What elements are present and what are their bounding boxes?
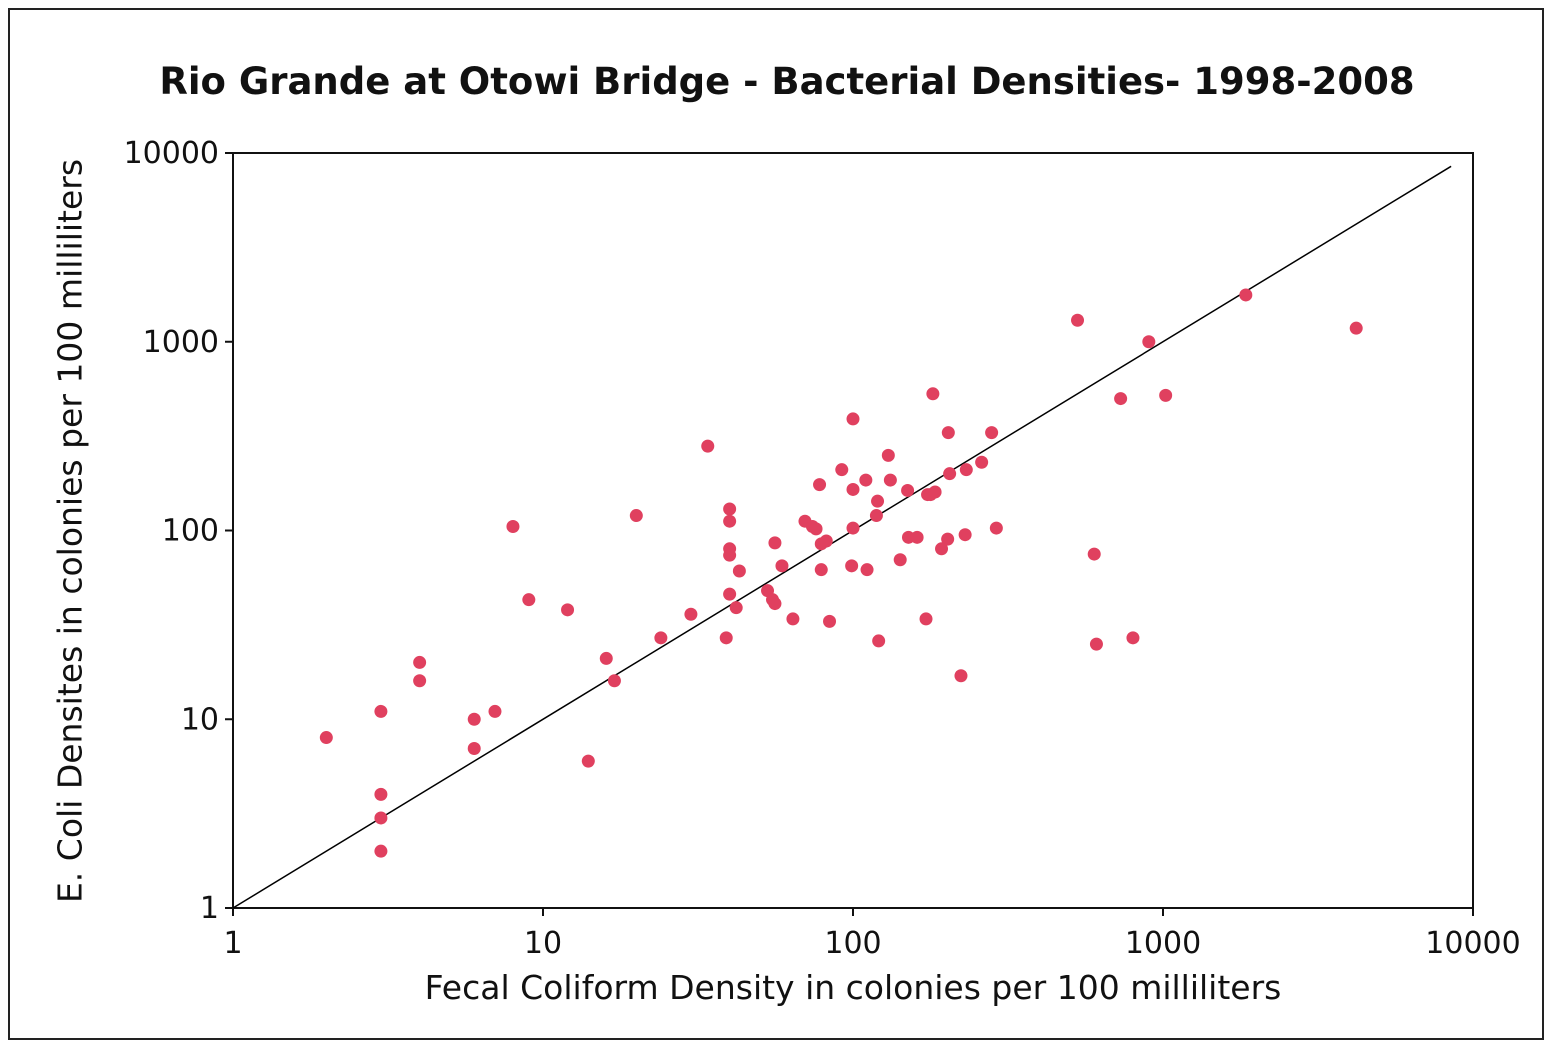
data-point [607,674,621,688]
x-tick-label: 1000 [1125,926,1201,961]
data-point [1239,288,1253,302]
x-tick-label: 1 [223,926,242,961]
data-point [893,553,907,567]
data-point [846,412,860,426]
data-point [775,559,789,573]
data-point [599,651,613,665]
reference-line-1to1 [232,165,1452,909]
data-point [985,426,999,440]
data-point [1089,637,1103,651]
data-point [561,603,575,617]
data-point [954,669,968,683]
data-point [943,467,957,481]
data-point [374,844,388,858]
data-point [860,563,874,577]
data-point [1142,335,1156,349]
data-point [1087,547,1101,561]
data-point [413,655,427,669]
data-point [872,634,886,648]
data-point [374,811,388,825]
data-point [926,387,940,401]
data-point [845,559,859,573]
data-point [871,494,885,508]
data-point [869,509,883,523]
chart-title: Rio Grande at Otowi Bridge - Bacterial D… [159,60,1415,103]
data-point [786,612,800,626]
data-point [941,532,955,546]
data-point [1114,392,1128,406]
data-point [819,534,833,548]
data-point [809,522,823,536]
data-point [374,704,388,718]
data-point [846,521,860,535]
data-point [989,521,1003,535]
data-point [823,614,837,628]
y-tick-label: 1 [200,891,219,926]
data-point [1349,321,1363,335]
data-point [941,426,955,440]
data-point [723,548,737,562]
data-point [522,593,536,607]
data-point [719,631,733,645]
data-point [729,601,743,615]
data-point [732,564,746,578]
data-point [506,520,520,534]
data-point [846,482,860,496]
data-point [1126,631,1140,645]
data-point [488,704,502,718]
x-tick-label: 100 [824,926,881,961]
data-point [859,473,873,487]
x-axis-label: Fecal Coliform Density in colonies per 1… [424,968,1282,1007]
y-tick-label: 10000 [124,136,219,171]
data-point [835,463,849,477]
data-point [684,607,698,621]
data-point [919,612,933,626]
x-tick-label: 10000 [1425,926,1520,961]
data-point [629,509,643,523]
data-point [467,712,481,726]
data-point [975,455,989,469]
data-point [467,741,481,755]
data-point [813,478,827,492]
data-point [901,483,915,497]
data-point [959,463,973,477]
data-point [1159,388,1173,402]
data-point [701,439,715,453]
data-point [910,530,924,544]
y-tick-label: 1000 [143,325,219,360]
data-point [723,587,737,601]
data-point [768,536,782,550]
data-point [319,731,333,745]
data-point [883,473,897,487]
data-point [935,542,949,556]
x-tick-label: 10 [524,926,562,961]
y-tick-label: 10 [181,702,219,737]
data-point [413,674,427,688]
data-point [654,631,668,645]
data-point [958,528,972,542]
data-point [723,514,737,528]
data-point [768,597,782,611]
data-point [814,563,828,577]
data-point [723,502,737,516]
data-point [881,448,895,462]
chart-frame [8,8,1544,1040]
data-point [928,485,942,499]
y-tick-label: 100 [162,514,219,549]
data-point [1071,313,1085,327]
data-point [581,754,595,768]
data-point [374,787,388,801]
